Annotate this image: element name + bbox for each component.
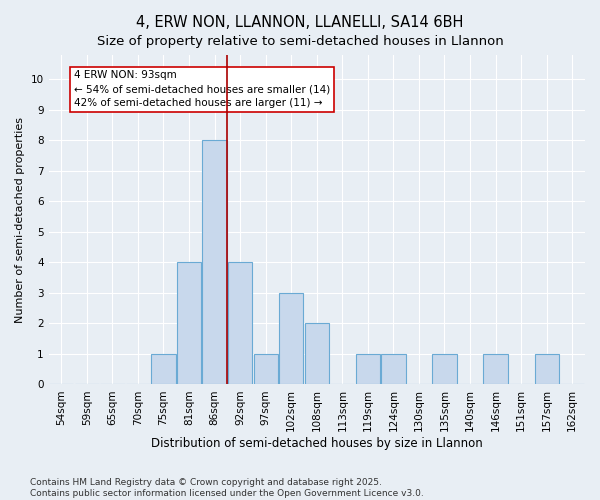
Bar bbox=[151, 354, 176, 384]
Bar bbox=[228, 262, 252, 384]
Bar bbox=[305, 324, 329, 384]
Bar bbox=[535, 354, 559, 384]
Bar bbox=[433, 354, 457, 384]
Bar bbox=[484, 354, 508, 384]
Bar bbox=[279, 293, 304, 384]
Text: 4, ERW NON, LLANNON, LLANELLI, SA14 6BH: 4, ERW NON, LLANNON, LLANELLI, SA14 6BH bbox=[136, 15, 464, 30]
Y-axis label: Number of semi-detached properties: Number of semi-detached properties bbox=[15, 116, 25, 322]
Bar bbox=[177, 262, 201, 384]
Bar bbox=[202, 140, 227, 384]
Bar bbox=[381, 354, 406, 384]
Bar bbox=[356, 354, 380, 384]
Text: 4 ERW NON: 93sqm
← 54% of semi-detached houses are smaller (14)
42% of semi-deta: 4 ERW NON: 93sqm ← 54% of semi-detached … bbox=[74, 70, 331, 108]
Text: Contains HM Land Registry data © Crown copyright and database right 2025.
Contai: Contains HM Land Registry data © Crown c… bbox=[30, 478, 424, 498]
Text: Size of property relative to semi-detached houses in Llannon: Size of property relative to semi-detach… bbox=[97, 35, 503, 48]
Bar bbox=[254, 354, 278, 384]
X-axis label: Distribution of semi-detached houses by size in Llannon: Distribution of semi-detached houses by … bbox=[151, 437, 482, 450]
